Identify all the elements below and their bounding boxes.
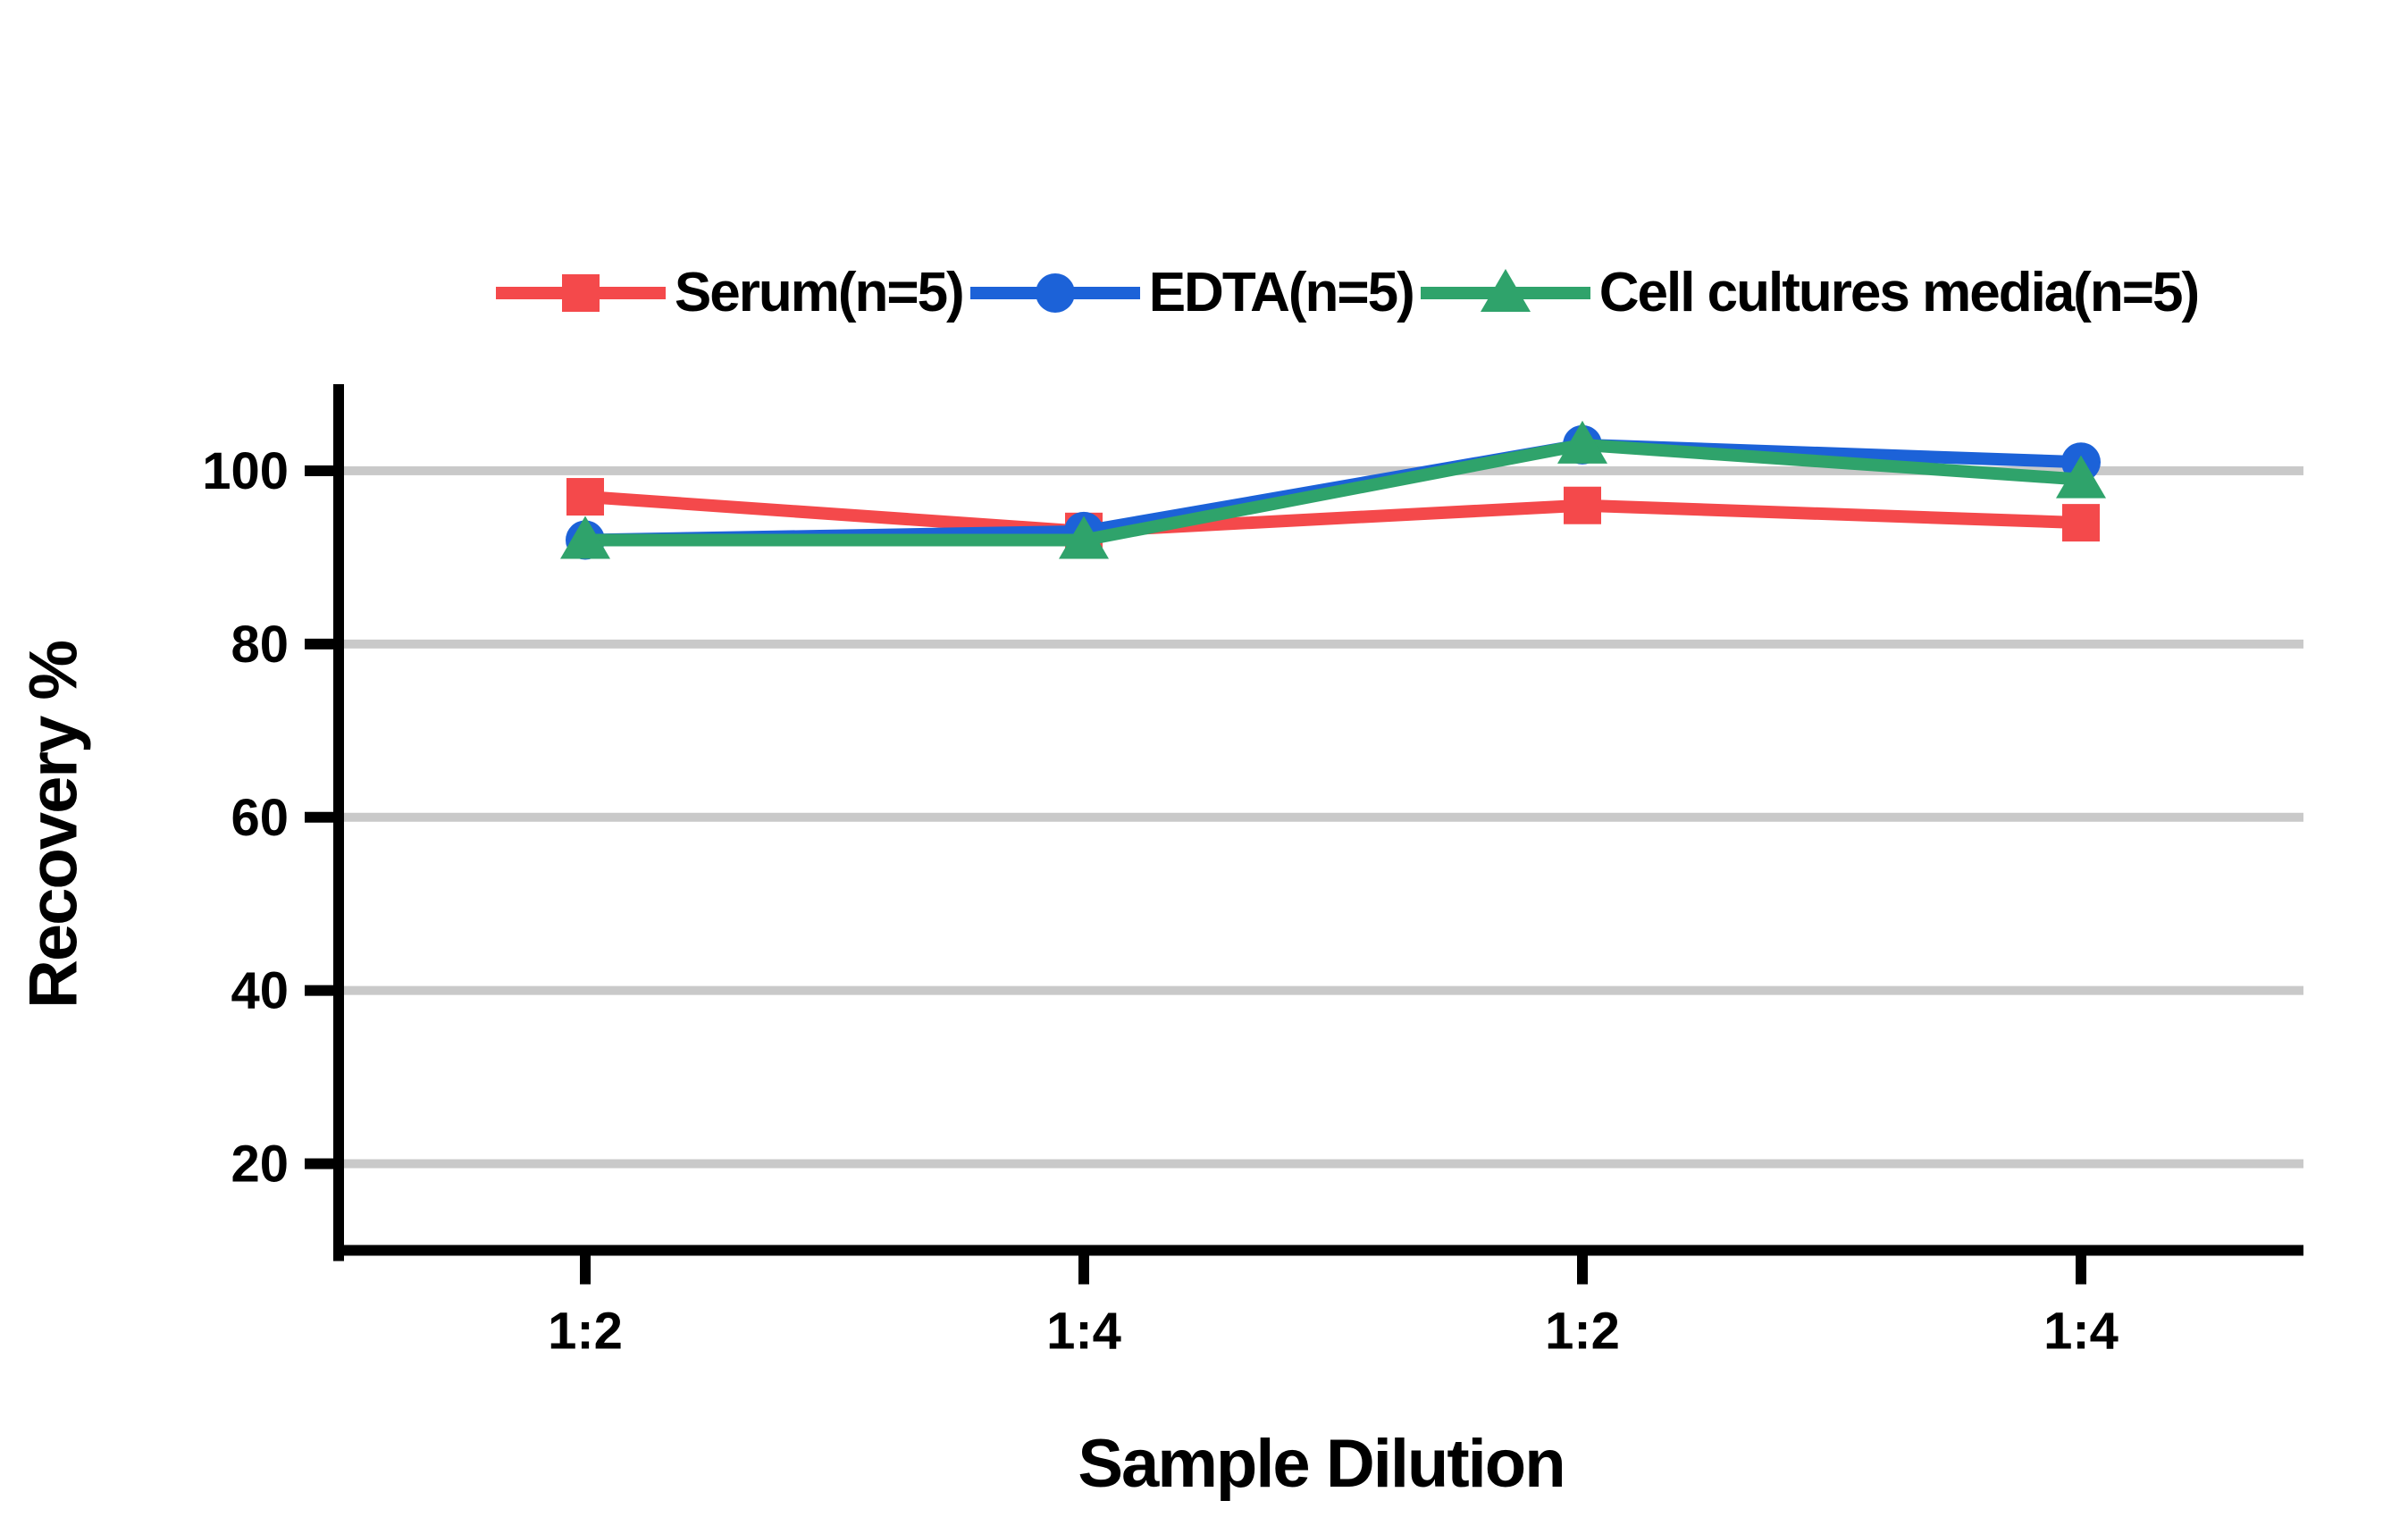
gridline-y-80 (339, 639, 2303, 649)
x-tick-label: 1:4 (2043, 1303, 2119, 1361)
x-tick-2 (1577, 1255, 1588, 1285)
gridline-y-40 (339, 985, 2303, 995)
x-tick-3 (2076, 1255, 2086, 1285)
triangle-marker (560, 516, 610, 559)
y-tick-label: 80 (231, 616, 289, 674)
legend-label: EDTA(n=5) (1148, 262, 1415, 323)
triangle-marker (1557, 420, 1607, 464)
y-tick-60 (305, 811, 333, 823)
y-tick-label: 20 (231, 1136, 289, 1194)
y-tick-40 (305, 985, 333, 996)
triangle-marker (1059, 516, 1109, 559)
y-tick-label: 40 (231, 962, 289, 1020)
square-marker (2062, 504, 2100, 542)
legend-item: Cell cultures media(n=5) (1420, 261, 2200, 324)
y-tick-label: 100 (202, 442, 289, 500)
triangle-marker-icon (1480, 268, 1531, 312)
y-tick-label: 60 (231, 789, 289, 847)
x-tick-0 (580, 1255, 591, 1285)
circle-legend-swatch (969, 272, 1140, 313)
x-tick-label: 1:4 (1046, 1303, 1121, 1361)
gridline-y-20 (339, 1159, 2303, 1169)
x-axis-spine (333, 1245, 2303, 1256)
legend-item: EDTA(n=5) (969, 261, 1415, 324)
y-axis-title: Recovery % (15, 641, 92, 1009)
square-marker-icon (561, 273, 600, 312)
x-tick-label: 1:2 (548, 1303, 623, 1361)
triangle-legend-swatch (1420, 268, 1590, 312)
circle-marker-icon (1035, 272, 1075, 313)
triangle-marker (2056, 455, 2106, 499)
y-axis-spine (333, 384, 344, 1262)
gridline-y-60 (339, 812, 2303, 822)
gridline-y-100 (339, 465, 2303, 475)
legend-label: Serum(n=5) (674, 262, 965, 323)
series-line-2 (585, 438, 2082, 547)
x-tick-label: 1:2 (1545, 1303, 1620, 1361)
square-marker (566, 478, 604, 516)
legend-label: Cell cultures media(n=5) (1598, 262, 2200, 323)
y-tick-80 (305, 638, 333, 650)
square-marker (1564, 486, 1601, 524)
chart-legend: Serum(n=5) EDTA(n=5) Cell cultures media(n… (322, 261, 2372, 324)
y-tick-100 (305, 465, 333, 476)
legend-item: Serum(n=5) (495, 261, 965, 324)
x-axis-title: Sample Dilution (1078, 1426, 1565, 1502)
series-line-0 (584, 490, 2082, 538)
square-legend-swatch (495, 273, 666, 312)
x-tick-1 (1078, 1255, 1089, 1285)
y-tick-20 (305, 1158, 333, 1169)
